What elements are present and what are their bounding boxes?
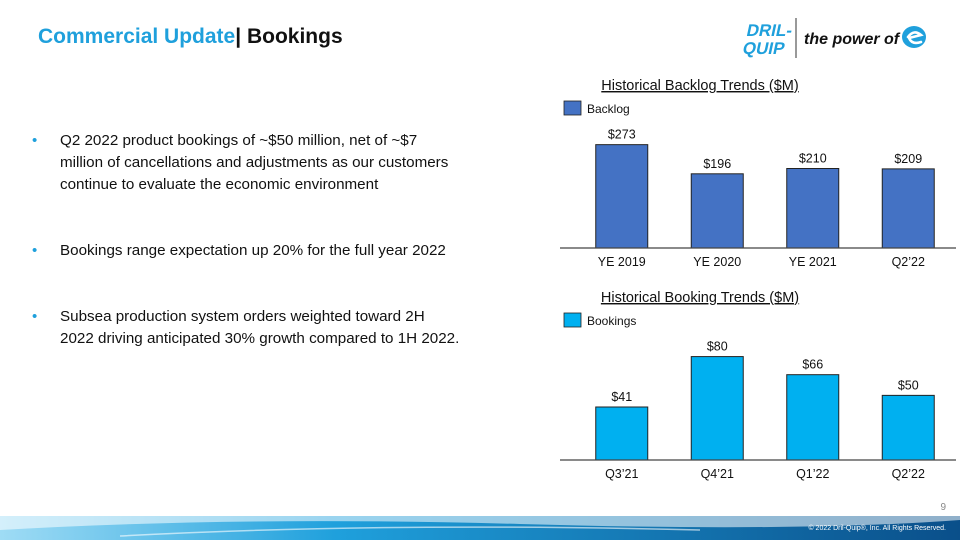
copyright-text: © 2022 Dril-Quip®, Inc. All Rights Reser… [808, 525, 946, 532]
category-label: Q1’22 [796, 467, 829, 481]
data-label: $41 [611, 390, 632, 404]
category-label: Q3’21 [605, 467, 638, 481]
logo-brand-quip: QUIP [741, 38, 787, 58]
category-label: Q2’22 [892, 467, 925, 481]
bullet-list: • Q2 2022 product bookings of ~$50 millio… [32, 130, 462, 394]
title-commercial-update: Commercial Update [38, 25, 236, 48]
bookings-chart: Historical Booking Trends ($M) Bookings $4… [560, 290, 956, 481]
data-label: $80 [707, 340, 728, 354]
category-label: YE 2019 [598, 255, 646, 269]
data-label: $210 [799, 152, 827, 166]
bar [881, 394, 935, 461]
page-title: Commercial Update| Bookings [38, 25, 343, 49]
bullet-text: Bookings range expectation up 20% for th… [60, 242, 446, 259]
bar [881, 168, 935, 249]
title-bookings: Bookings [241, 25, 343, 48]
data-label: $209 [894, 152, 922, 166]
legend-label: Bookings [587, 314, 636, 328]
bullet-dot-icon: • [32, 132, 38, 149]
bullet-dot-icon: • [32, 308, 38, 325]
category-label: YE 2021 [789, 255, 837, 269]
logo-tagline: the power of [804, 31, 901, 48]
bar [690, 356, 744, 461]
category-label: Q4’21 [701, 467, 734, 481]
title-separator: | [235, 25, 242, 48]
category-label: Q2’22 [892, 255, 925, 269]
data-label: $273 [608, 128, 636, 142]
bar [690, 173, 744, 249]
legend-label: Backlog [587, 102, 630, 116]
bullet-text: Q2 2022 product bookings of ~$50 million… [60, 132, 449, 193]
chart-title: Historical Backlog Trends ($M) [601, 78, 798, 94]
legend-swatch [563, 100, 582, 116]
chart-title: Historical Booking Trends ($M) [601, 290, 799, 306]
logo-brand-dril: DRIL- [745, 20, 795, 40]
data-label: $196 [703, 157, 731, 171]
backlog-chart: Historical Backlog Trends ($M) Backlog $27… [560, 78, 956, 269]
bullet-item: • Bookings range expectation up 20% for t… [32, 240, 462, 262]
legend-swatch [563, 312, 582, 328]
footer-wave-banner [0, 516, 960, 540]
bullet-item: • Subsea production system orders weighte… [32, 306, 462, 350]
bar [595, 144, 649, 249]
bar [786, 168, 840, 249]
page-number: 9 [940, 502, 946, 513]
bar [595, 406, 649, 461]
dril-quip-logo: DRIL- QUIP the power of [741, 18, 926, 58]
bullet-text: Subsea production system orders weighted… [60, 308, 460, 347]
bullet-dot-icon: • [32, 242, 38, 259]
bar [786, 374, 840, 461]
power-e-icon [902, 26, 926, 48]
category-label: YE 2020 [693, 255, 741, 269]
data-label: $66 [802, 358, 823, 372]
bullet-item: • Q2 2022 product bookings of ~$50 millio… [32, 130, 462, 196]
data-label: $50 [898, 378, 919, 392]
